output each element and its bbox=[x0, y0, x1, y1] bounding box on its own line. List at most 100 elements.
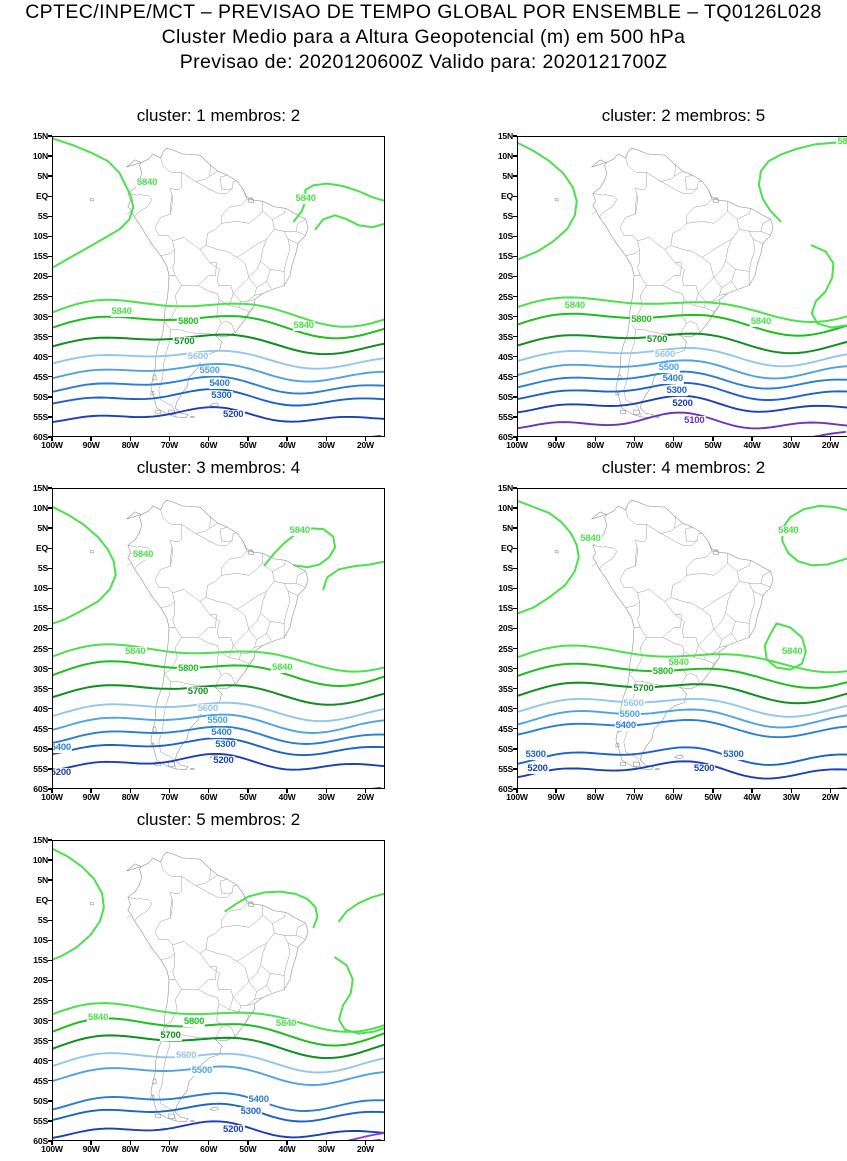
contour-deep-2 bbox=[346, 1132, 384, 1140]
contour-label-5200: 5200 bbox=[222, 408, 245, 420]
x-tick-label: 70W bbox=[160, 792, 179, 802]
y-tick-mark bbox=[513, 748, 517, 750]
contour-label-5840: 5840 bbox=[110, 305, 133, 317]
x-tick-mark bbox=[286, 789, 288, 793]
contour-label-5600: 5600 bbox=[175, 1049, 198, 1061]
x-tick-mark bbox=[516, 789, 518, 793]
y-tick-label: 25S bbox=[498, 291, 513, 302]
y-tick-mark bbox=[513, 527, 517, 529]
x-tick-mark bbox=[712, 437, 714, 441]
contour-layer bbox=[53, 506, 384, 788]
y-tick-mark bbox=[48, 728, 52, 730]
y-tick-label: 45S bbox=[33, 723, 48, 734]
contour-5700 bbox=[53, 333, 384, 356]
x-tick-mark bbox=[633, 789, 636, 793]
x-tick-label: 90W bbox=[547, 440, 565, 450]
x-tick-label: 50W bbox=[704, 440, 722, 450]
coastline-layer bbox=[89, 851, 309, 1123]
x-tick-label: 80W bbox=[121, 440, 139, 450]
x-tick-mark bbox=[129, 437, 132, 441]
contour-label-5400: 5400 bbox=[661, 373, 684, 384]
contour-5400 bbox=[53, 725, 384, 745]
contour-label-5800: 5800 bbox=[630, 313, 653, 325]
y-tick-label: 10N bbox=[32, 855, 48, 866]
y-tick-label: 10S bbox=[33, 935, 48, 946]
y-tick-mark bbox=[513, 295, 517, 298]
contour-5300 bbox=[518, 746, 847, 766]
y-tick-label: EQ bbox=[35, 191, 48, 202]
contour-5840-tropical-0 bbox=[53, 506, 117, 625]
y-tick-mark bbox=[48, 647, 52, 650]
x-tick-mark bbox=[364, 789, 367, 793]
contour-5200 bbox=[518, 760, 847, 780]
coastline-layer bbox=[554, 499, 774, 771]
y-tick-mark bbox=[513, 255, 517, 258]
contour-5840-tropical-0 bbox=[53, 137, 135, 269]
y-tick-label: 60S bbox=[33, 1136, 48, 1146]
y-tick-label: EQ bbox=[35, 543, 48, 554]
y-tick-label: 50S bbox=[498, 391, 513, 402]
contour-label-5800: 5800 bbox=[182, 1015, 206, 1027]
contour-5840-tropical-1 bbox=[292, 182, 384, 223]
x-tick-mark bbox=[129, 1141, 132, 1145]
x-tick-label: 90W bbox=[82, 792, 100, 802]
y-axis-labels: 15N 10N 5N EQ 5S 10S 15S 20S 25S 30S 35S 40S 45S 50S 5… bbox=[2, 835, 48, 1146]
y-tick-label: 10S bbox=[498, 231, 513, 242]
contour-5840-lobe-0 bbox=[334, 956, 384, 1035]
contour-layer bbox=[53, 137, 384, 436]
plot-area-cluster-4: 5840 5840 5840 5840 5800 5700 5600 5500 5400 5300… bbox=[498, 483, 847, 802]
contour-label-5840: 5840 bbox=[288, 525, 311, 537]
contour-5840-tropical-2 bbox=[322, 560, 384, 591]
y-tick-label: 5S bbox=[37, 211, 48, 222]
contour-label-5400: 5400 bbox=[53, 742, 72, 753]
y-tick-label: 25S bbox=[498, 643, 513, 654]
contour-5600 bbox=[53, 349, 384, 370]
contour-label-5700: 5700 bbox=[645, 334, 669, 346]
y-tick-mark bbox=[48, 587, 52, 590]
contour-5400 bbox=[518, 370, 847, 390]
y-tick-mark bbox=[513, 567, 517, 569]
y-tick-label: EQ bbox=[35, 895, 48, 906]
contour-label-5600: 5600 bbox=[186, 350, 210, 362]
contour-label-5700: 5700 bbox=[159, 1029, 182, 1041]
y-tick-label: 35S bbox=[498, 331, 513, 342]
contour-5800 bbox=[518, 312, 847, 337]
x-tick-mark bbox=[364, 437, 367, 441]
contour-5200 bbox=[53, 1120, 384, 1139]
contour-5840-tropical-0 bbox=[518, 142, 578, 261]
y-tick-mark bbox=[513, 587, 517, 590]
y-tick-label: 40S bbox=[33, 351, 48, 362]
x-tick-label: 30W bbox=[782, 792, 800, 802]
y-tick-mark bbox=[48, 879, 52, 881]
y-tick-label: 40S bbox=[498, 703, 513, 714]
header-line-validity: Previsao de: 2020120600Z Valido para: 20… bbox=[179, 51, 668, 73]
y-tick-label: 55S bbox=[33, 763, 48, 774]
contour-label-5300: 5300 bbox=[665, 385, 688, 397]
y-tick-label: 5N bbox=[502, 171, 513, 182]
y-tick-label: 15N bbox=[497, 131, 513, 141]
y-tick-label: 35S bbox=[33, 331, 48, 342]
y-tick-mark bbox=[513, 275, 517, 278]
y-tick-mark bbox=[48, 547, 52, 549]
x-tick-label: 80W bbox=[121, 1144, 139, 1154]
contour-5840-lobe-0 bbox=[810, 244, 847, 329]
contour-label-5300: 5300 bbox=[210, 389, 233, 401]
y-tick-label: 35S bbox=[33, 1035, 48, 1046]
map-canvas-cluster-4: 5840 5840 5840 5840 5800 5700 5600 5500 5400 5300… bbox=[517, 488, 847, 789]
contour-5600 bbox=[518, 347, 847, 368]
x-tick-label: 50W bbox=[239, 1144, 257, 1154]
x-tick-label: 60W bbox=[200, 440, 218, 450]
contour-5100 bbox=[518, 411, 847, 430]
y-tick-label: 20S bbox=[33, 623, 48, 634]
contour-label-5300: 5300 bbox=[214, 739, 237, 751]
y-tick-mark bbox=[513, 416, 517, 418]
y-tick-mark bbox=[48, 627, 52, 630]
y-tick-mark bbox=[48, 1080, 52, 1082]
contour-label-5840: 5840 bbox=[777, 525, 800, 537]
x-tick-label: 100W bbox=[506, 792, 528, 802]
y-tick-label: 5S bbox=[502, 211, 513, 222]
y-tick-mark bbox=[48, 768, 52, 770]
y-tick-mark bbox=[48, 567, 52, 569]
y-axis-labels: 15N 10N 5N EQ 5S 10S 15S 20S 25S 30S 35S 40S 45S 50S 5… bbox=[467, 483, 513, 794]
